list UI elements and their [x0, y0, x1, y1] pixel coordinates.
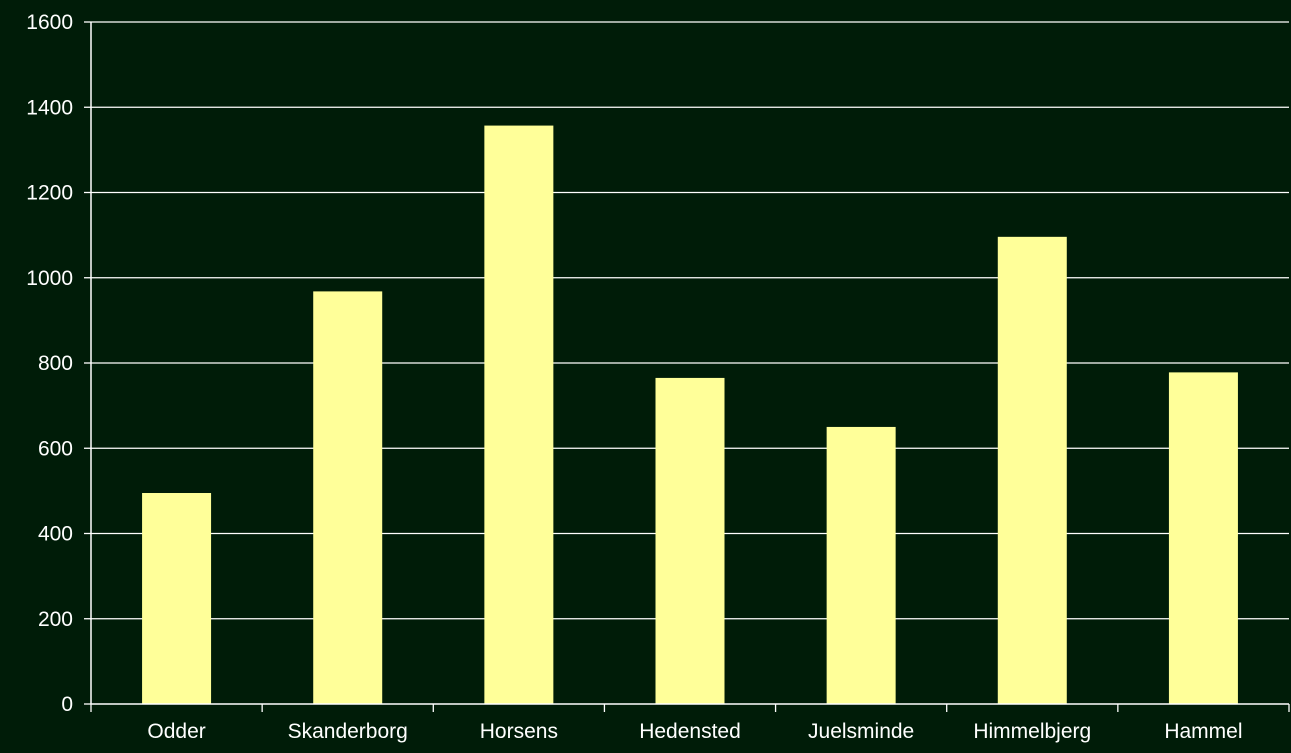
- y-tick-label: 1600: [26, 11, 73, 34]
- bar-juelsminde: [826, 426, 896, 704]
- y-tick-label: 600: [38, 437, 73, 460]
- x-tick-label: Skanderborg: [288, 720, 408, 743]
- y-tick-label: 800: [38, 352, 73, 375]
- y-tick-label: 400: [38, 523, 73, 546]
- x-tick-label: Himmelbjerg: [973, 720, 1091, 743]
- bar-hedensted: [655, 377, 725, 704]
- y-tick-label: 200: [38, 608, 73, 631]
- tick-labels: 0 200 400 600 800 1000 1200 1400 1600 Odder Skande…: [26, 11, 1242, 743]
- y-tick-label: 0: [61, 693, 73, 716]
- bar-odder: [142, 493, 212, 704]
- x-tick-label: Horsens: [480, 720, 558, 743]
- y-tick-label: 1400: [26, 96, 73, 119]
- x-tick-label: Hedensted: [639, 720, 741, 743]
- y-tick-label: 1200: [26, 182, 73, 205]
- y-tick-label: 1000: [26, 267, 73, 290]
- bar-horsens: [484, 125, 554, 705]
- bar-skanderborg: [313, 291, 383, 704]
- x-tick-label: Odder: [147, 720, 205, 743]
- bar-himmelbjerg: [997, 236, 1067, 704]
- axes: [84, 21, 1290, 712]
- x-tick-label: Juelsminde: [808, 720, 914, 743]
- bar-hammel: [1168, 372, 1238, 704]
- bars: [142, 125, 1238, 705]
- x-tick-label: Hammel: [1164, 720, 1242, 743]
